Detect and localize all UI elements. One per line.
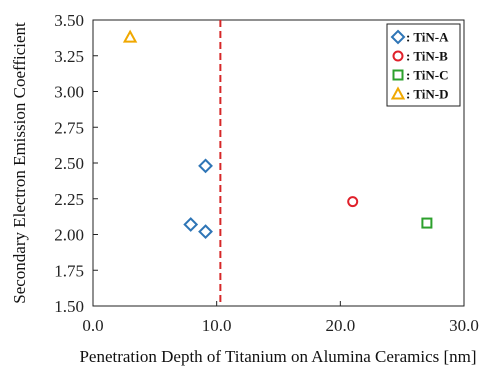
- x-tick-label: 10.0: [202, 316, 232, 335]
- y-tick-label: 3.50: [54, 11, 84, 30]
- legend: : TiN-A : TiN-B : TiN-C : TiN-D: [386, 23, 461, 107]
- legend-label: : TiN-B: [406, 49, 448, 64]
- y-tick-label: 2.25: [54, 190, 84, 209]
- legend-label: : TiN-C: [406, 68, 449, 83]
- data-point-circle: [347, 196, 359, 208]
- legend-marker-circle: [392, 50, 404, 62]
- data-point-diamond: [183, 217, 199, 232]
- data-points: [122, 29, 433, 240]
- y-tick-label: 2.00: [54, 226, 84, 245]
- legend-marker-square: [392, 69, 404, 81]
- legend-marker-diamond: [390, 29, 406, 45]
- data-point-diamond: [198, 224, 213, 240]
- data-point-diamond: [198, 158, 213, 174]
- x-tick-label: 30.0: [449, 316, 479, 335]
- x-axis: 0.0 10.0 20.0 30.0: [82, 301, 479, 335]
- data-point-triangle: [122, 29, 138, 43]
- y-tick-label: 3.00: [54, 83, 84, 102]
- x-tick-label: 20.0: [325, 316, 355, 335]
- legend-label: : TiN-D: [406, 87, 449, 102]
- x-axis-title: Penetration Depth of Titanium on Alumina…: [79, 347, 476, 366]
- y-tick-label: 3.25: [54, 47, 84, 66]
- legend-label: : TiN-A: [406, 30, 449, 45]
- y-axis: 1.50 1.75 2.00 2.25 2.50 2.75 3.00 3.25 3.50: [54, 11, 98, 316]
- data-point-square: [421, 217, 433, 229]
- y-tick-label: 2.75: [54, 118, 84, 137]
- legend-marker-triangle: [390, 86, 406, 100]
- y-tick-label: 1.75: [54, 261, 84, 280]
- y-axis-title: Secondary Electron Emission Coefficient: [10, 22, 29, 304]
- y-tick-label: 2.50: [54, 154, 84, 173]
- y-tick-label: 1.50: [54, 297, 84, 316]
- x-tick-label: 0.0: [82, 316, 103, 335]
